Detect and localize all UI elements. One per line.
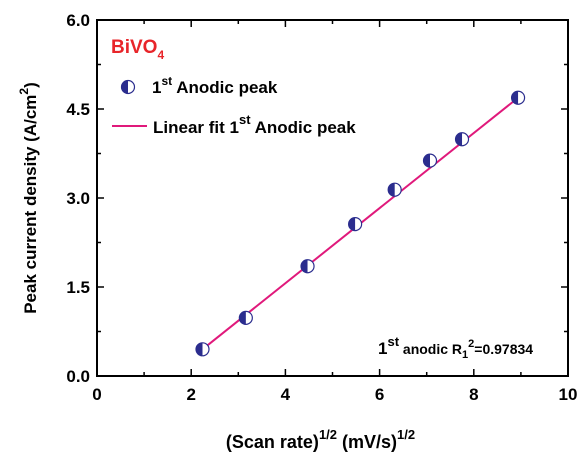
legend: 1st Anodic peak Linear fit 1st Anodic pea… bbox=[112, 74, 356, 137]
marker-fill bbox=[301, 259, 308, 273]
x-tick-label: 2 bbox=[186, 385, 195, 404]
marker-fill bbox=[423, 154, 430, 168]
tick-labels: 0 2 4 6 8 10 0.0 1.5 3.0 4.5 6.0 bbox=[66, 11, 577, 404]
marker-fill bbox=[455, 132, 463, 146]
annotations: (Scan rate)1/2 (mV/s)1/2 Peak current den… bbox=[17, 37, 533, 452]
x-tick-label: 4 bbox=[281, 385, 291, 404]
y-tick-label: 3.0 bbox=[66, 189, 90, 208]
sample-label: BiVO4 bbox=[111, 37, 164, 62]
x-axis-title: (Scan rate)1/2 (mV/s)1/2 bbox=[226, 427, 415, 452]
y-tick-label: 1.5 bbox=[66, 278, 90, 297]
data-point bbox=[510, 90, 526, 105]
y-axis-title: Peak current density (A/cm2) bbox=[17, 82, 40, 314]
y-tick-label: 4.5 bbox=[66, 100, 90, 119]
legend-label-linear-fit: Linear fit 1st Anodic peak bbox=[153, 112, 356, 137]
data-point bbox=[195, 342, 210, 357]
legend-marker bbox=[120, 79, 136, 95]
legend-label-anodic-peak: 1st Anodic peak bbox=[152, 74, 278, 97]
data-point bbox=[300, 259, 315, 274]
marker-fill bbox=[348, 217, 356, 231]
data-point bbox=[238, 310, 253, 325]
data-point bbox=[454, 132, 470, 147]
data-point bbox=[422, 153, 438, 168]
data-point bbox=[348, 217, 363, 232]
x-tick-label: 8 bbox=[469, 385, 478, 404]
marker-fill bbox=[388, 183, 395, 197]
series-layer bbox=[195, 90, 526, 357]
marker-fill bbox=[121, 80, 128, 94]
y-tick-label: 0.0 bbox=[66, 367, 90, 386]
ticks bbox=[96, 19, 569, 377]
data-point bbox=[387, 182, 402, 197]
fit-r2-annotation: 1st anodic R12=0.97834 bbox=[378, 334, 533, 361]
marker-fill bbox=[239, 311, 246, 325]
x-tick-label: 6 bbox=[375, 385, 384, 404]
marker-fill bbox=[511, 91, 519, 105]
y-tick-label: 6.0 bbox=[66, 11, 90, 30]
x-tick-label: 0 bbox=[92, 385, 101, 404]
marker-fill bbox=[196, 342, 203, 356]
x-tick-label: 10 bbox=[559, 385, 578, 404]
